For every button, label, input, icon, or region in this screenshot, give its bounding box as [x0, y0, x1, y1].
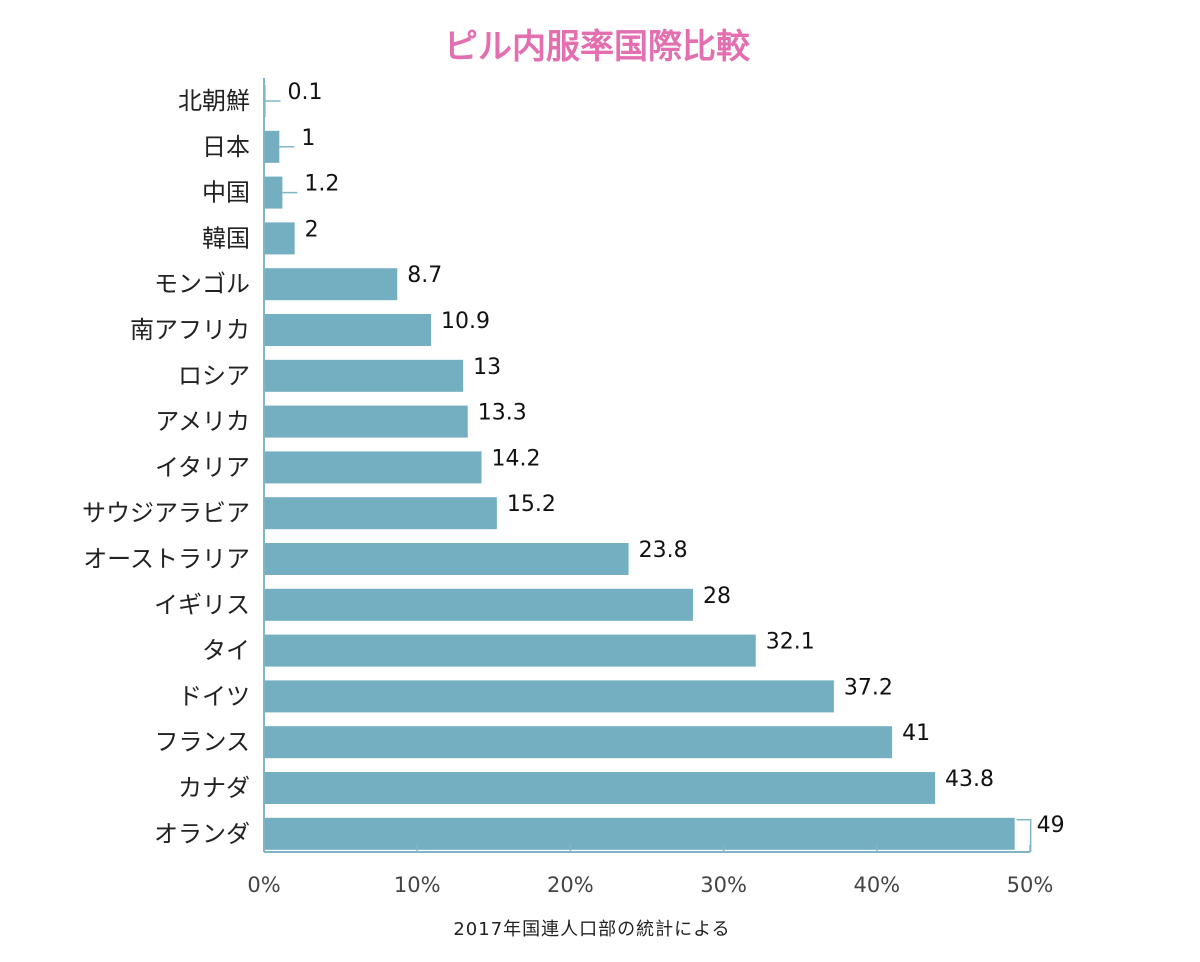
bar-11: [264, 543, 629, 575]
bar-8: [264, 405, 468, 438]
category-label: オランダ: [154, 820, 250, 848]
category-label: 中国: [202, 179, 250, 207]
category-label: ロシア: [178, 362, 250, 390]
value-label: 10.9: [441, 309, 490, 334]
value-label: 37.2: [844, 675, 893, 700]
value-label: 1: [301, 126, 315, 151]
category-label: 日本: [202, 133, 250, 161]
bar-10: [264, 497, 497, 530]
bar-13: [264, 634, 756, 667]
category-label: タイ: [202, 637, 250, 665]
value-label: 14.2: [492, 446, 541, 471]
category-label: オーストラリア: [83, 545, 250, 573]
category-label: カナダ: [178, 774, 250, 802]
value-label: 49: [1037, 813, 1065, 838]
bar-6: [264, 314, 431, 346]
bar-17: [264, 817, 1015, 850]
bar-5: [264, 268, 398, 301]
x-tick-label: 0%: [247, 873, 280, 897]
bar-15: [264, 726, 893, 759]
bars-layer: [264, 85, 1015, 850]
axis-layer: [263, 78, 1032, 853]
bar-16: [264, 772, 936, 804]
bar-7: [264, 359, 464, 392]
category-label: アメリカ: [155, 408, 250, 436]
value-label: 43.8: [945, 767, 994, 792]
value-label: 0.1: [288, 80, 323, 105]
bar-9: [264, 451, 482, 484]
bar-3: [264, 176, 283, 209]
value-label: 2: [305, 217, 319, 242]
category-label: 南アフリカ: [130, 316, 250, 344]
value-label: 8.7: [407, 263, 442, 288]
labels-layer: 北朝鮮 0.1 日本 1 中国 1.2 韓国 2 モンゴル 8.7 南アフリカ 10.9 ロシア 13 アメ…: [82, 80, 1065, 897]
value-label: 1.2: [304, 172, 339, 197]
category-label: イギリス: [154, 591, 250, 619]
source-note: 2017年国連人口部の統計による: [453, 919, 730, 940]
category-label: モンゴル: [154, 270, 250, 298]
value-label: 13: [473, 355, 501, 380]
value-label: 23.8: [639, 538, 688, 563]
x-tick-label: 30%: [700, 873, 747, 897]
value-label: 41: [902, 721, 930, 746]
category-label: イタリア: [155, 453, 250, 481]
category-label: サウジアラビア: [82, 499, 250, 527]
bar-12: [264, 588, 693, 621]
x-tick-label: 50%: [1007, 873, 1054, 897]
category-label: ドイツ: [178, 682, 250, 710]
category-label: 北朝鮮: [178, 87, 250, 115]
value-label: 32.1: [766, 630, 815, 655]
bar-2: [264, 130, 280, 163]
x-tick-label: 10%: [394, 873, 441, 897]
category-label: フランス: [154, 728, 250, 756]
bar-4: [264, 222, 295, 255]
x-tick-label: 20%: [547, 873, 594, 897]
value-label: 13.3: [478, 401, 527, 426]
chart-title: ピル内服率国際比較: [444, 27, 751, 67]
x-tick-label: 40%: [853, 873, 900, 897]
category-label: 韓国: [202, 224, 250, 252]
value-leader-line: [1016, 819, 1032, 852]
value-label: 15.2: [507, 492, 556, 517]
bar-14: [264, 680, 834, 713]
value-label: 28: [703, 584, 731, 609]
